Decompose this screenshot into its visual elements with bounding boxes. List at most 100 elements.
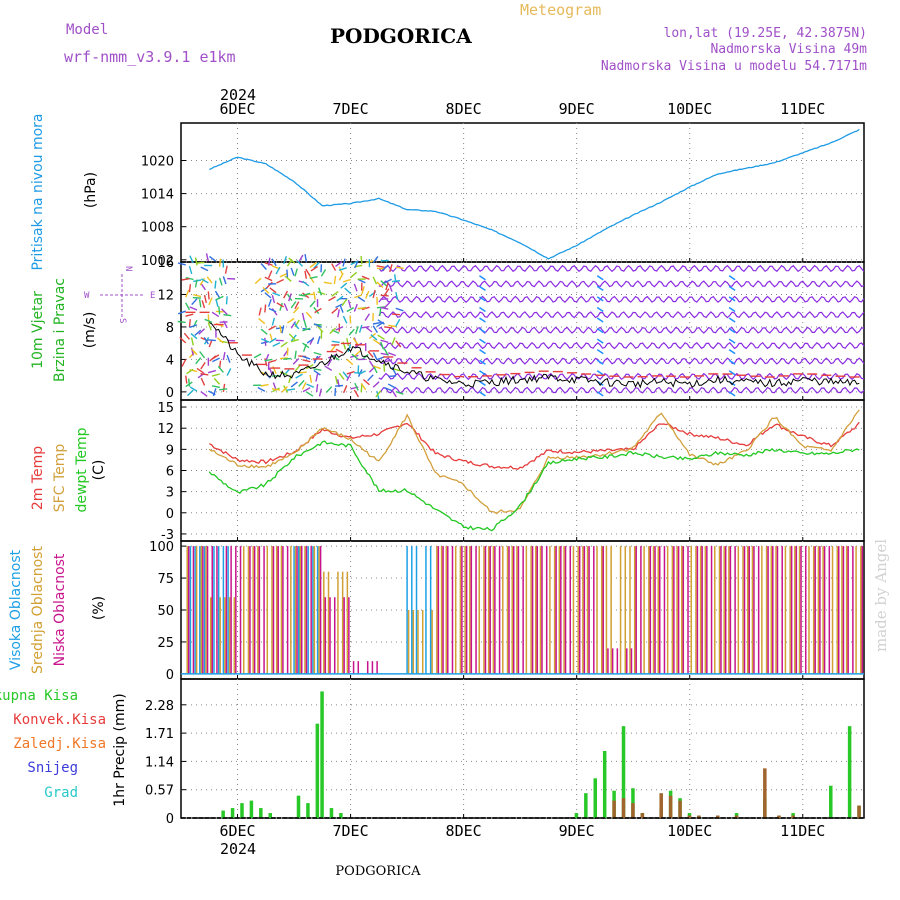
wind-barb (383, 363, 386, 372)
y-tick-label: 16 (157, 256, 174, 271)
compass-west: W (84, 291, 90, 301)
wind-barb (335, 303, 344, 309)
bottom-day-label: 10DEC (667, 822, 712, 840)
wind-barb (298, 371, 307, 374)
wind-barb (190, 337, 194, 346)
wind-barb (294, 350, 297, 359)
wind-barb (372, 276, 378, 285)
wind-barb (372, 365, 381, 370)
wind-barb (207, 369, 217, 374)
wind-barb (341, 298, 348, 307)
wind-barb (294, 364, 301, 372)
y-tick-label: 6 (166, 465, 174, 480)
wind-barb (286, 388, 296, 391)
wind-barb (332, 355, 340, 361)
wind-barb (596, 285, 604, 291)
wind-barb (314, 307, 322, 314)
wind-barb (189, 368, 198, 373)
wind-barb (279, 325, 282, 334)
wind-barb (309, 261, 317, 268)
elevation-label: Nadmorska Visina 49m (710, 42, 867, 57)
wind-barb (391, 366, 397, 375)
wind-barb (191, 348, 198, 356)
wind-barb (346, 306, 355, 313)
wind-barb (309, 374, 313, 383)
wind-barb (318, 388, 323, 397)
wind-barb (357, 278, 366, 284)
wind-barb (368, 360, 375, 368)
precip-bar-conv (678, 800, 682, 818)
wind-barb (315, 373, 319, 382)
wind-level-line (378, 326, 865, 334)
wind-barb (342, 278, 351, 283)
precip-bar-total (584, 793, 588, 818)
wind-barb (226, 368, 232, 376)
wind-barb (361, 306, 370, 311)
wind-barb (258, 318, 266, 325)
y-tick-label: 3 (166, 486, 174, 501)
wind-barb (212, 388, 217, 397)
wind-barb (318, 287, 323, 296)
wind-barb (380, 280, 388, 287)
wind-barb (222, 276, 227, 285)
wind-level-line (378, 295, 865, 304)
wind-barb (193, 293, 202, 298)
precip-bar-total (249, 800, 254, 818)
wind-barb (187, 389, 194, 397)
wind-barb (185, 375, 188, 384)
wind-barb (302, 327, 311, 332)
wind-barb (218, 277, 223, 286)
wind-barb (335, 261, 343, 267)
compass-north: N (123, 266, 133, 271)
wind-barb (479, 359, 486, 365)
wind-barb (224, 265, 228, 274)
wind-barb (596, 327, 604, 334)
wind-barb (286, 269, 289, 278)
wind-barb (200, 362, 206, 370)
wind-barb (188, 284, 192, 293)
wind-barb (323, 281, 332, 285)
wind-barb (357, 296, 366, 302)
wind-barb (331, 291, 339, 297)
wind-barb (305, 363, 314, 370)
wind-barb (260, 328, 268, 335)
y-tick-label: 2.28 (145, 699, 174, 714)
bottom-year-label: 2024 (220, 840, 256, 858)
wind-barb (354, 260, 359, 269)
precip-bar-conv (697, 815, 701, 818)
wind-barb (211, 385, 221, 389)
wind-barb (200, 373, 209, 376)
wind-barb (479, 380, 486, 386)
precip-bar-conv (631, 803, 635, 818)
wind-compass: N W E S (84, 266, 155, 323)
y-tick-label: -3 (161, 528, 174, 543)
wind-barb (377, 334, 385, 340)
wind-barb (479, 275, 486, 281)
wind-level-line (378, 372, 865, 381)
wind-barb (222, 383, 226, 392)
wind-barb (394, 274, 397, 283)
y-tick-label: 8 (166, 321, 174, 336)
wind-barb (211, 311, 220, 318)
compass-east: E (150, 291, 155, 301)
wind-barb (353, 350, 361, 357)
wind-barb (306, 337, 315, 344)
wind-barb (264, 358, 273, 362)
wind-barb (370, 334, 378, 341)
precip-bar-total (602, 750, 607, 818)
precip-bar-conv (763, 768, 767, 818)
model-name: wrf-nmm_v3.9.1 e1km (64, 48, 236, 66)
wind-barb (214, 280, 217, 289)
wind-barb (296, 260, 304, 267)
wind-barb (327, 358, 333, 367)
wind-barb (302, 355, 311, 360)
wind-barb (179, 336, 187, 344)
wind-barb (222, 351, 226, 361)
wind-barb (316, 336, 321, 345)
precip-bar-total (687, 813, 692, 818)
wind-barb (479, 391, 486, 397)
wind-barb (194, 257, 198, 266)
wind-barb (294, 268, 298, 277)
wind-barb (383, 348, 389, 356)
wind-barb (201, 278, 209, 284)
